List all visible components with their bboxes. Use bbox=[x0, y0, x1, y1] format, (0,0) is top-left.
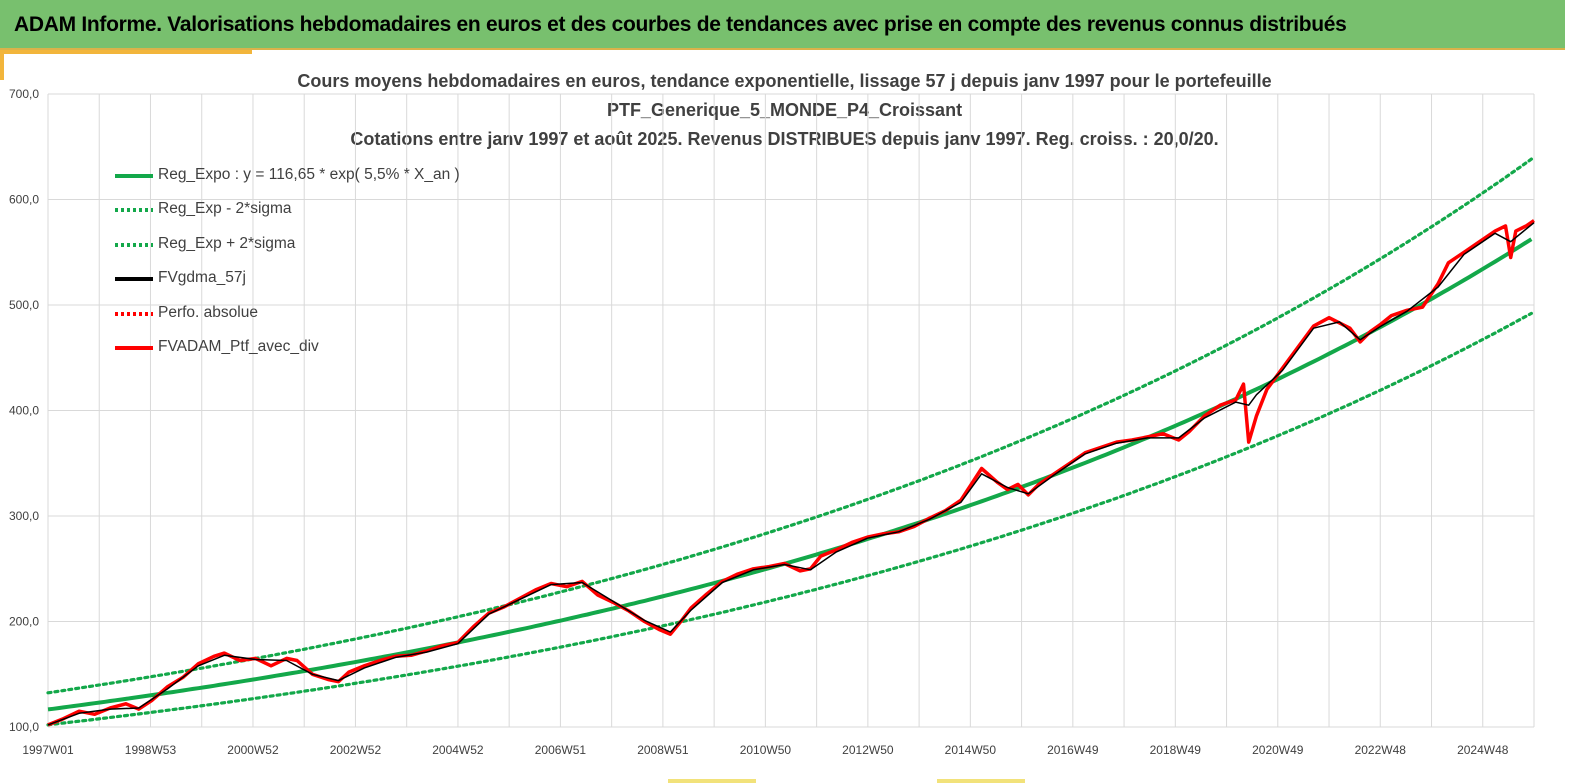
x-tick-label: 2016W49 bbox=[1047, 743, 1099, 757]
x-tick-label: 2018W49 bbox=[1150, 743, 1202, 757]
portfolio-line bbox=[47, 219, 1535, 727]
upper-sigma-line bbox=[46, 157, 1533, 695]
y-tick-label: 300,0 bbox=[9, 509, 39, 523]
lower-sigma-line bbox=[46, 311, 1533, 727]
legend-label: Reg_Exp - 2*sigma bbox=[158, 200, 292, 218]
legend-swatch-dotted-green bbox=[115, 242, 153, 247]
legend-label: FVgdma_57j bbox=[158, 269, 246, 287]
legend-swatch-solid-red bbox=[115, 345, 153, 350]
x-tick-label: 2010W50 bbox=[740, 743, 792, 757]
x-tick-label: 2000W52 bbox=[227, 743, 279, 757]
y-tick-label: 100,0 bbox=[9, 720, 39, 734]
accent-bar bbox=[0, 50, 252, 54]
x-tick-label: 2020W49 bbox=[1252, 743, 1304, 757]
legend-label: FVADAM_Ptf_avec_div bbox=[158, 337, 319, 355]
regression-line bbox=[47, 237, 1533, 712]
chart-title-line-1: Cours moyens hebdomadaires en euros, ten… bbox=[297, 71, 1272, 91]
y-tick-label: 200,0 bbox=[9, 615, 39, 629]
y-tick-label: 600,0 bbox=[9, 193, 39, 207]
legend-label: Reg_Exp + 2*sigma bbox=[158, 234, 296, 252]
footer-accent bbox=[937, 779, 1025, 783]
y-tick-label: 500,0 bbox=[9, 298, 39, 312]
x-tick-label: 2024W48 bbox=[1457, 743, 1509, 757]
y-tick-label: 700,0 bbox=[9, 87, 39, 101]
legend-swatch-solid-green bbox=[115, 174, 153, 178]
x-tick-label: 2006W51 bbox=[535, 743, 587, 757]
accent-side-bar bbox=[0, 50, 4, 80]
x-tick-label: 2012W50 bbox=[842, 743, 894, 757]
legend-swatch-dotted-green bbox=[115, 208, 153, 213]
x-tick-label: 2022W48 bbox=[1355, 743, 1407, 757]
legend-swatch-dotted-red bbox=[115, 311, 153, 316]
x-tick-label: 2004W52 bbox=[432, 743, 484, 757]
legend-label: Reg_Expo : y = 116,65 * exp( 5,5% * X_an… bbox=[158, 166, 460, 183]
chart-title-line-3: Cotations entre janv 1997 et août 2025. … bbox=[350, 129, 1219, 149]
y-tick-label: 400,0 bbox=[9, 404, 39, 418]
x-tick-label: 2002W52 bbox=[330, 743, 382, 757]
header-banner: ADAM Informe. Valorisations hebdomadaire… bbox=[0, 0, 1565, 50]
legend-swatch-solid-black bbox=[115, 277, 153, 282]
x-tick-label: 2008W51 bbox=[637, 743, 689, 757]
x-tick-label: 2014W50 bbox=[945, 743, 997, 757]
page-title: ADAM Informe. Valorisations hebdomadaire… bbox=[14, 13, 1347, 36]
x-tick-label: 1997W01 bbox=[22, 743, 74, 757]
chart-title-line-2: PTF_Generique_5_MONDE_P4_Croissant bbox=[606, 100, 963, 120]
legend-label: Perfo. absolue bbox=[158, 303, 258, 321]
x-tick-label: 1998W53 bbox=[125, 743, 177, 757]
moving-average-line bbox=[47, 222, 1535, 726]
footer-accent bbox=[668, 779, 756, 783]
